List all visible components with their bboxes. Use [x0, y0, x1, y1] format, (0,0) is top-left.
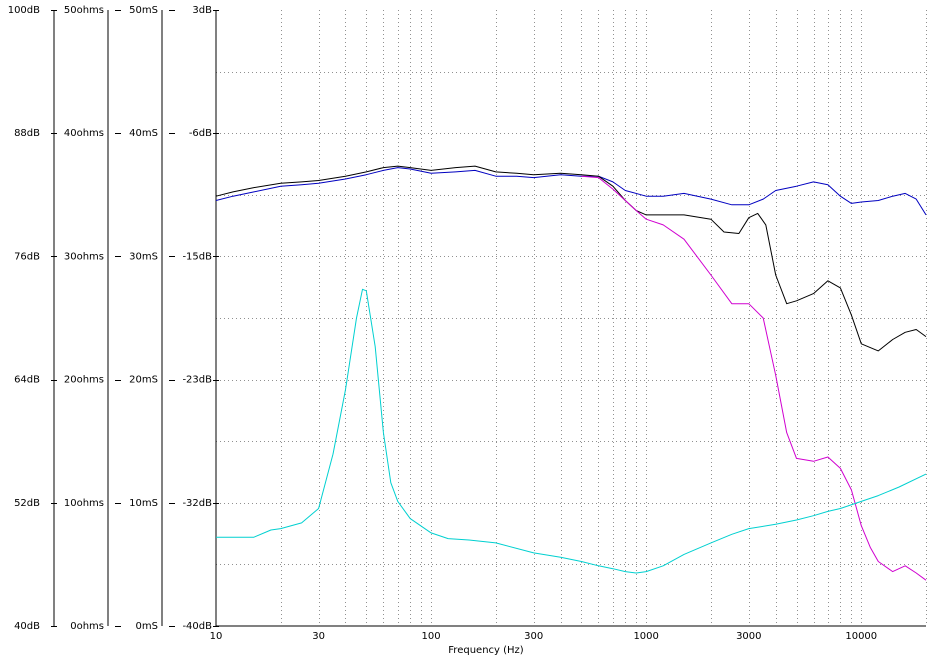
ohms-axis-tick-label: 0ohms — [70, 621, 104, 632]
ohms-axis-tick-label: 10ohms — [64, 498, 104, 509]
spl-axis-tick-label: 64dB — [14, 375, 40, 386]
series-line-2 — [215, 165, 927, 352]
ohms-axis-tick-label: 50ohms — [64, 5, 104, 16]
spl-axis-tick-label: 88dB — [14, 128, 40, 139]
db-relative-axis-tick-label: -15dB — [182, 251, 212, 262]
db-relative-axis-tick-label: 3dB — [192, 5, 212, 16]
y-tick-labels: 100dB 88dB 76dB 64dB 52dB 40dB 50ohms 40ohms 30o… — [8, 5, 219, 632]
ms-axis-tick-label: 50mS — [129, 5, 158, 16]
ms-axis-tick-label: 20mS — [129, 375, 158, 386]
ohms-axis-tick-label: 20ohms — [64, 375, 104, 386]
x-tick-label: 10000 — [845, 631, 877, 642]
spl-axis-tick-label: 76dB — [14, 251, 40, 262]
spl-axis-tick-label: 52dB — [14, 498, 40, 509]
db-relative-axis-tick-label: -32dB — [182, 498, 212, 509]
x-tick-label: 30 — [312, 631, 325, 642]
x-tick-label: 1000 — [633, 631, 658, 642]
series-line-4 — [216, 288, 927, 574]
x-tick-label: 3000 — [736, 631, 761, 642]
db-relative-axis-tick-label: -40dB — [182, 621, 212, 632]
axes — [53, 10, 926, 627]
db-relative-axis-tick-label: -23dB — [182, 375, 212, 386]
ms-axis-tick-label: 30mS — [129, 251, 158, 262]
ms-axis-tick-label: 0mS — [136, 621, 158, 632]
x-tick-label: 100 — [422, 631, 441, 642]
x-axis-label: Frequency (Hz) — [448, 645, 524, 655]
ms-axis-tick-label: 40mS — [129, 128, 158, 139]
x-tick-label: 300 — [524, 631, 543, 642]
x-tick-label: 10 — [210, 631, 223, 642]
spl-axis-tick-label: 100dB — [8, 5, 40, 16]
series-line-1 — [215, 167, 927, 216]
grid — [216, 10, 927, 626]
series-line-3 — [581, 175, 927, 581]
ms-axis-tick-label: 10mS — [129, 498, 158, 509]
x-tick-labels: 10 30 100 300 1000 3000 10000 — [210, 631, 878, 642]
ohms-axis-tick-label: 30ohms — [64, 251, 104, 262]
ohms-axis-tick-label: 40ohms — [64, 128, 104, 139]
series-lines — [215, 165, 927, 581]
db-relative-axis-tick-label: -6dB — [189, 128, 212, 139]
spl-axis-tick-label: 40dB — [14, 621, 40, 632]
